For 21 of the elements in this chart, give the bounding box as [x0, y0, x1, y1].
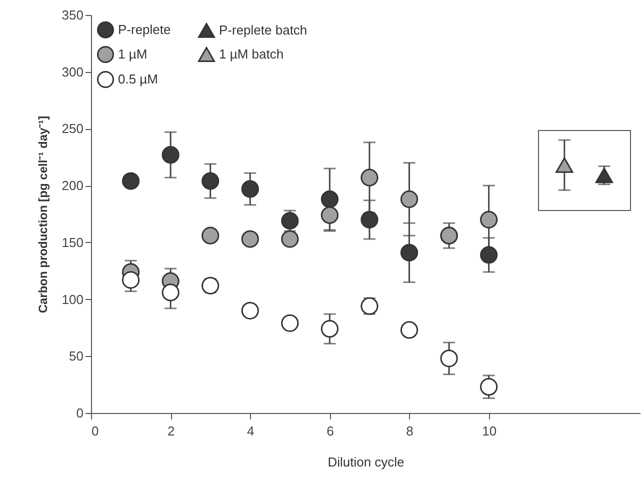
x-tick-label: 6: [326, 424, 334, 438]
x-tick-label: 10: [482, 424, 497, 438]
legend-label: P-replete: [118, 22, 171, 37]
x-axis-title: Dilution cycle: [328, 454, 404, 470]
legend-label: 1 µM batch: [219, 46, 284, 62]
y-tick-label: 0: [76, 406, 84, 420]
x-tick-label: 8: [406, 424, 414, 438]
legend-label: 0.5 µM: [118, 72, 158, 86]
x-tick-label: 2: [167, 424, 175, 438]
y-tick-label: 150: [62, 234, 84, 250]
x-tick-label: 4: [247, 424, 254, 438]
legend-label: P-replete batch: [219, 22, 308, 38]
y-tick-label: 50: [69, 348, 84, 364]
legend-label: 1 µM: [118, 46, 148, 62]
y-tick-label: 350: [62, 8, 84, 22]
y-tick-label: 100: [62, 292, 84, 307]
x-tick-label: 0: [92, 424, 99, 438]
y-axis-title: Carbon production [pg cell⁻¹ day⁻¹]: [36, 116, 50, 314]
y-tick-label: 300: [62, 64, 84, 80]
y-tick-label: 250: [62, 121, 84, 136]
y-tick-label: 200: [62, 178, 84, 194]
